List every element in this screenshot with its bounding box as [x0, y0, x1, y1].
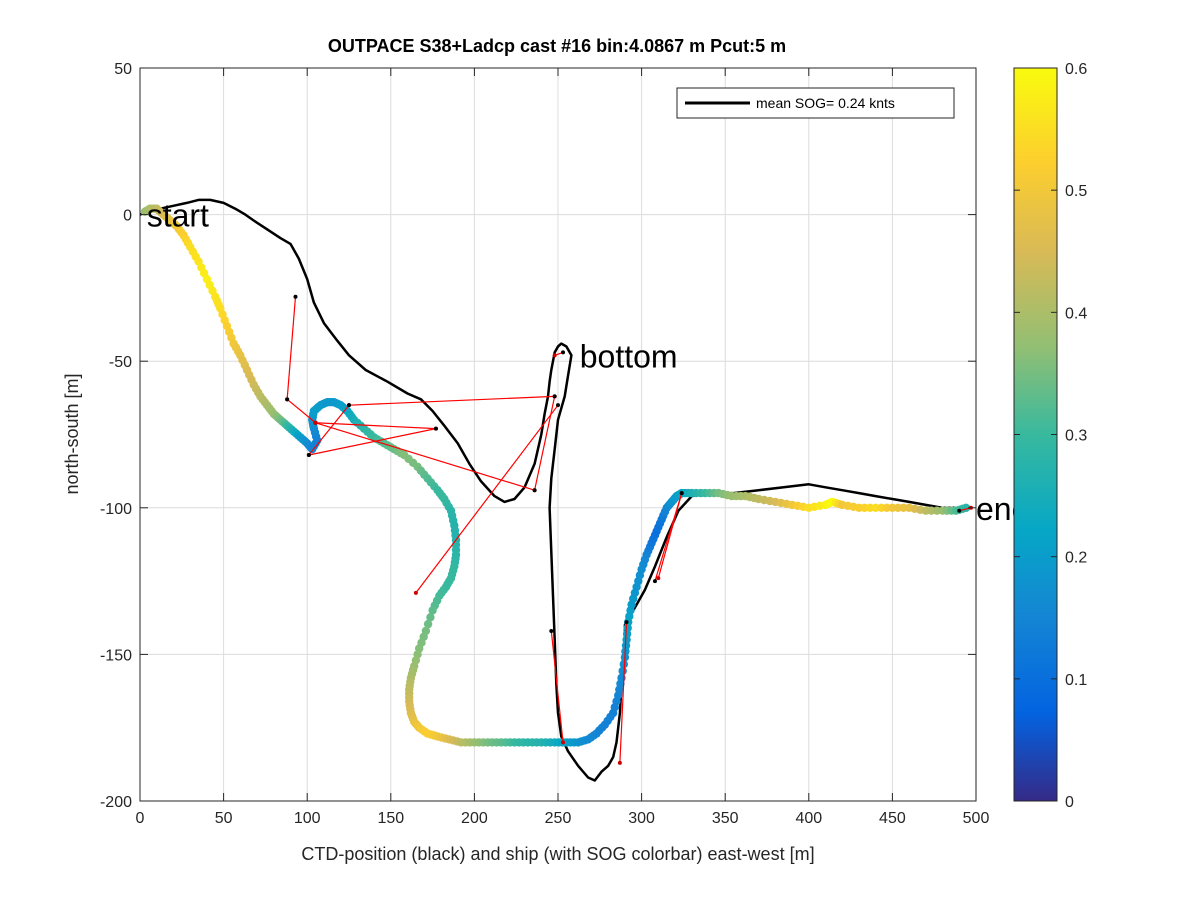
connector-marker [679, 491, 684, 496]
connector-line [415, 404, 559, 594]
y-axis-label: north-south [m] [62, 373, 82, 494]
x-tick-label: 300 [628, 810, 655, 827]
connector-marker [433, 426, 438, 431]
connector-line [308, 404, 350, 456]
ship-point [423, 619, 433, 629]
x-tick-label: 100 [294, 810, 321, 827]
ship-point [426, 613, 435, 622]
y-tick-label: 0 [123, 208, 132, 225]
connector-line [308, 428, 437, 456]
connector-marker [556, 403, 560, 408]
x-tick-label: 200 [461, 810, 488, 827]
connector-marker [656, 576, 661, 581]
x-tick-label: 350 [712, 810, 739, 827]
ctd-track-line [139, 198, 969, 782]
connector-marker [347, 403, 351, 408]
y-tick-label: -200 [100, 794, 132, 811]
chart-title: OUTPACE S38+Ladcp cast #16 bin:4.0867 m … [328, 36, 786, 56]
ctd-track-layer [139, 198, 969, 782]
connector-marker [561, 350, 566, 355]
connector-marker [306, 453, 311, 458]
connector-marker [313, 420, 318, 425]
connector-marker [624, 620, 629, 625]
connector-line [315, 422, 436, 430]
ship-track-layer [140, 204, 971, 747]
legend-entry: mean SOG= 0.24 knts [756, 95, 895, 111]
y-tick-label: -100 [100, 501, 132, 518]
connector-marker [549, 628, 554, 633]
connector-marker [652, 579, 657, 584]
annotation-bottom: bottom [580, 338, 678, 374]
connector-line [286, 296, 297, 400]
connector-line [619, 622, 628, 763]
connector-marker [957, 508, 962, 513]
connector-marker [552, 394, 557, 399]
y-tick-label: 50 [114, 61, 132, 78]
colorbar: 0 0.1 0.2 0.3 0.4 0.5 0.6 [1013, 61, 1087, 811]
connector-marker [617, 760, 622, 765]
connector-marker [552, 353, 557, 358]
connector-line [550, 630, 564, 743]
y-tick-label: -150 [100, 647, 132, 664]
connector-marker [532, 488, 537, 493]
ship-point [428, 606, 437, 615]
x-tick-label: 450 [879, 810, 906, 827]
connector-marker [561, 740, 566, 745]
x-tick-label: 400 [795, 810, 822, 827]
connector-line [534, 396, 556, 491]
x-axis-label: CTD-position (black) and ship (with SOG … [301, 844, 814, 864]
colorbar-tick-label: 0 [1065, 794, 1074, 811]
colorbar-tick-label: 0.3 [1065, 428, 1087, 445]
legend: mean SOG= 0.24 knts [676, 87, 955, 119]
colorbar-tick-label: 0.5 [1065, 183, 1087, 200]
y-ticks: -200 -150 -100 -50 0 50 [100, 61, 976, 811]
x-tick-label: 250 [545, 810, 572, 827]
x-tick-label: 150 [377, 810, 404, 827]
ship-point [619, 660, 628, 669]
y-tick-label: -50 [109, 354, 132, 371]
colorbar-tick-label: 0.6 [1065, 61, 1087, 78]
annotation-start: start [147, 198, 209, 234]
colorbar-gradient [1013, 67, 1058, 802]
x-tick-label: 50 [215, 810, 233, 827]
connector-line [286, 398, 316, 424]
connector-marker [285, 397, 290, 402]
colorbar-tick-label: 0.2 [1065, 550, 1087, 567]
connector-line [348, 395, 555, 406]
x-ticks: 0 50 100 150 200 250 300 350 400 450 500 [136, 68, 990, 827]
connector-line [315, 422, 535, 491]
connector-line [657, 492, 683, 579]
x-tick-label: 0 [136, 810, 145, 827]
colorbar-tick-label: 0.1 [1065, 672, 1087, 689]
colorbar-tick-label: 0.4 [1065, 305, 1087, 322]
connector-layer [285, 294, 973, 765]
connector-marker [413, 590, 418, 595]
connector-marker [293, 294, 298, 299]
colorbar-ticks: 0 0.1 0.2 0.3 0.4 0.5 0.6 [1014, 61, 1087, 811]
x-tick-label: 500 [963, 810, 990, 827]
